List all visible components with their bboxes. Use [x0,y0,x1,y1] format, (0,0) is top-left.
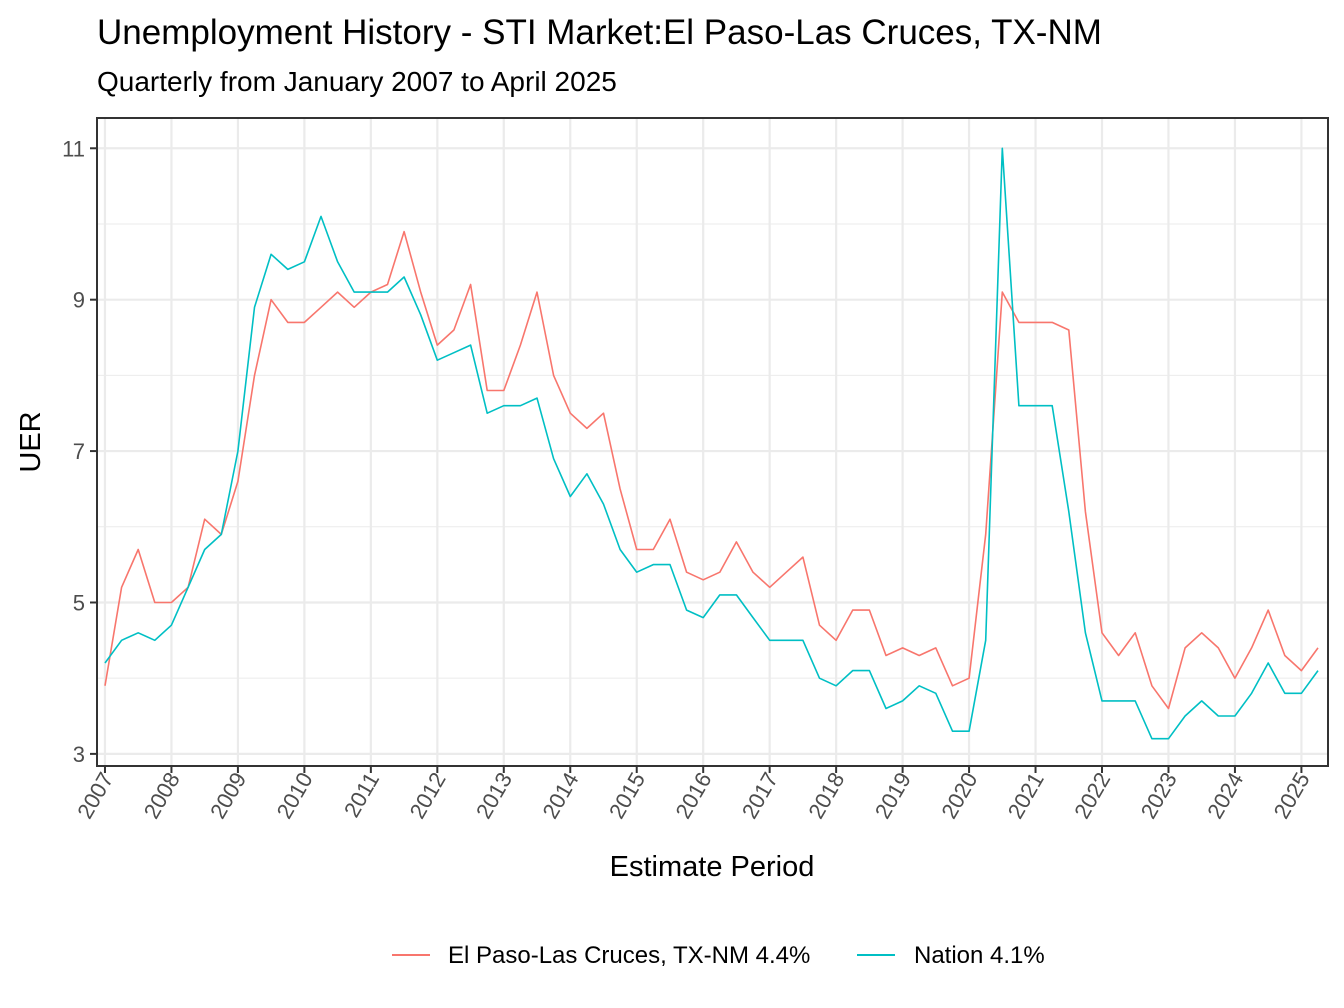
x-tick-label: 2014 [537,768,583,823]
x-tick-label: 2011 [339,768,384,821]
x-tick-label: 2016 [670,768,716,823]
x-tick-label: 2023 [1136,768,1182,823]
x-tick-label: 2009 [205,768,251,823]
panel-border [96,117,1329,767]
x-tick-label: 2018 [803,768,849,823]
x-tick-label: 2022 [1069,768,1115,823]
x-tick-label: 2020 [936,768,982,823]
x-tick-label: 2010 [272,768,318,823]
legend: El Paso-Las Cruces, TX-NM 4.4% Nation 4.… [392,942,1045,969]
x-tick-label: 2024 [1202,768,1248,823]
x-tick-label: 2008 [139,768,185,823]
x-tick-label: 2025 [1269,768,1315,823]
y-tick-label: 11 [62,136,85,161]
x-tick-label: 2015 [604,768,650,823]
series-line-nation [104,147,1319,740]
chart-subtitle: Quarterly from January 2007 to April 202… [97,66,617,97]
y-axis-title: UER [15,411,47,472]
y-tick-label: 5 [73,590,85,615]
x-tick-label: 2017 [737,768,783,823]
series-line-el-paso [104,230,1319,710]
y-tick-label: 9 [73,288,85,313]
legend-label-el-paso: El Paso-Las Cruces, TX-NM 4.4% [448,942,810,969]
x-axis-title: Estimate Period [610,851,815,883]
x-tick-label: 2007 [72,768,118,823]
series-lines [104,147,1319,740]
x-tick-label: 2021 [1003,768,1049,823]
x-tick-label: 2012 [405,768,451,823]
grid-lines [97,118,1328,766]
x-axis: 2007 2008 2009 2010 2011 2012 2013 2014 2015 2016… [72,766,1315,823]
x-tick-label: 2019 [870,768,916,823]
x-tick-label: 2013 [471,768,517,823]
y-tick-label: 3 [73,742,85,767]
legend-label-nation: Nation 4.1% [914,942,1045,969]
y-axis: 3 5 7 9 11 [62,136,97,767]
chart-title: Unemployment History - STI Market:El Pas… [97,13,1102,52]
y-tick-label: 7 [73,439,85,464]
